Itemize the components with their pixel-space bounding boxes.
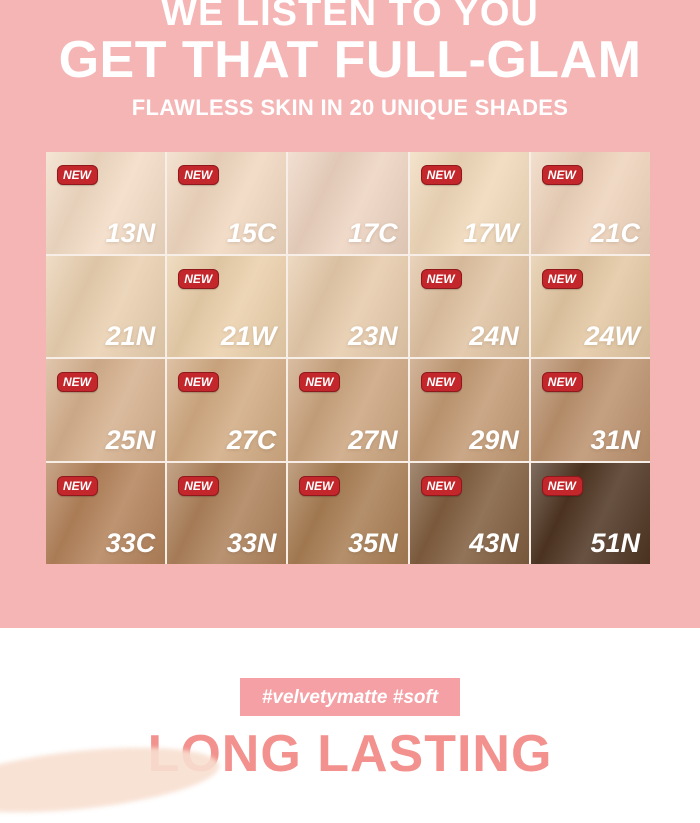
new-badge: NEW xyxy=(57,475,98,496)
shade-swatch-23n: 23N xyxy=(288,255,408,357)
new-badge: NEW xyxy=(541,268,583,289)
hero-subtitle: FLAWLESS SKIN IN 20 UNIQUE SHADES xyxy=(131,95,569,120)
hero-text-block: WE LISTEN TO YOU GET THAT FULL-GLAM FLAW… xyxy=(0,0,700,119)
shade-swatch-21c: NEW 21C xyxy=(530,152,650,254)
shade-code-label: 31N xyxy=(590,424,640,455)
shade-swatch-25n: NEW 25N xyxy=(46,359,166,461)
new-badge: NEW xyxy=(299,372,341,392)
shade-swatch-35n: NEW 35N xyxy=(288,462,408,564)
shade-swatch-17c: 17C xyxy=(288,152,408,254)
hero-section: WE LISTEN TO YOU GET THAT FULL-GLAM FLAW… xyxy=(0,0,700,628)
hashtag-banner-row: #velvetymatte #soft xyxy=(0,628,700,716)
footer-section: #velvetymatte #soft LONG LASTING xyxy=(0,628,700,823)
new-badge: NEW xyxy=(178,475,220,496)
shade-code-label: 27N xyxy=(348,424,398,455)
shade-swatch-31n: NEW 31N xyxy=(530,359,650,461)
shade-code-label: 29N xyxy=(469,424,519,455)
new-badge: NEW xyxy=(420,372,462,392)
shade-code-label: 33C xyxy=(105,528,156,558)
shade-swatch-51n: NEW 51N xyxy=(530,462,650,564)
hashtag-banner: #velvetymatte #soft xyxy=(239,678,461,716)
shade-swatch-24w: NEW 24W xyxy=(530,255,650,357)
shade-code-label: 21W xyxy=(220,321,277,351)
shade-code-label: 17C xyxy=(348,217,398,248)
new-badge: NEW xyxy=(420,475,462,496)
shade-swatch-13n: NEW 13N xyxy=(46,152,166,254)
new-badge: NEW xyxy=(57,165,98,185)
shade-code-label: 24W xyxy=(584,321,640,351)
new-badge: NEW xyxy=(178,372,220,392)
new-badge: NEW xyxy=(178,268,220,289)
shade-code-label: 13N xyxy=(105,217,156,248)
shade-swatch-27n: NEW 27N xyxy=(288,359,408,461)
shade-code-label: 51N xyxy=(590,528,640,558)
shade-swatch-33n: NEW 33N xyxy=(167,462,287,564)
shade-code-label: 15C xyxy=(226,217,277,248)
new-badge: NEW xyxy=(541,372,583,392)
shade-code-label: 33N xyxy=(226,528,277,558)
shade-swatch-17w: NEW 17W xyxy=(409,152,529,254)
new-badge: NEW xyxy=(541,165,583,185)
shade-swatch-24n: NEW 24N xyxy=(409,255,529,357)
new-badge: NEW xyxy=(178,165,220,185)
new-badge: NEW xyxy=(420,268,462,289)
new-badge: NEW xyxy=(57,372,98,392)
shade-code-label: 21C xyxy=(590,217,640,248)
shade-code-label: 21N xyxy=(105,321,156,351)
shade-code-label: 23N xyxy=(348,321,398,351)
new-badge: NEW xyxy=(420,165,462,185)
shade-code-label: 35N xyxy=(348,528,398,558)
shade-swatch-21w: NEW 21W xyxy=(167,255,287,357)
shade-code-label: 25N xyxy=(105,424,156,455)
shade-swatch-27c: NEW 27C xyxy=(167,359,287,461)
shade-code-label: 17W xyxy=(463,217,519,248)
new-badge: NEW xyxy=(299,475,341,496)
shade-swatch-15c: NEW 15C xyxy=(167,152,287,254)
shade-swatch-21n: 21N xyxy=(46,255,166,357)
hero-tagline: WE LISTEN TO YOU xyxy=(161,0,539,34)
shade-swatch-33c: NEW 33C xyxy=(46,462,166,564)
shade-swatch-43n: NEW 43N xyxy=(409,462,529,564)
shade-code-label: 27C xyxy=(226,424,277,455)
shade-swatch-29n: NEW 29N xyxy=(409,359,529,461)
new-badge: NEW xyxy=(541,475,583,496)
shade-code-label: 43N xyxy=(469,528,519,558)
hero-title: GET THAT FULL-GLAM xyxy=(58,31,642,89)
shade-grid: NEW 13N NEW 15C 17C NEW 17W NEW 21C 21N NEW 21W 23N N… xyxy=(46,152,650,564)
shade-code-label: 24N xyxy=(469,321,519,351)
